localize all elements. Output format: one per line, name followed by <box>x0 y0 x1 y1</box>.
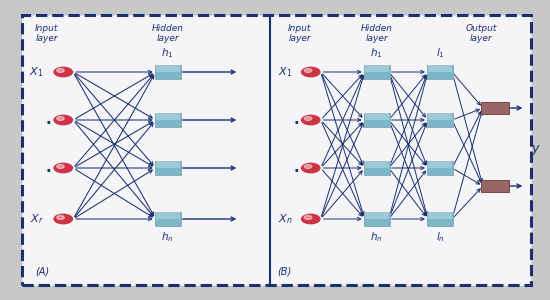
Circle shape <box>301 214 321 224</box>
FancyBboxPatch shape <box>481 101 509 115</box>
FancyBboxPatch shape <box>364 65 390 79</box>
FancyBboxPatch shape <box>428 113 452 120</box>
Circle shape <box>57 164 64 169</box>
Text: Input
layer: Input layer <box>288 24 311 44</box>
FancyBboxPatch shape <box>365 161 389 168</box>
Circle shape <box>301 67 321 77</box>
Text: (A): (A) <box>36 266 50 276</box>
Text: (B): (B) <box>278 266 292 276</box>
FancyBboxPatch shape <box>364 161 390 175</box>
Text: $l_n$: $l_n$ <box>436 230 444 244</box>
FancyBboxPatch shape <box>155 161 181 175</box>
Text: $l_1$: $l_1$ <box>436 46 444 60</box>
FancyBboxPatch shape <box>365 113 389 120</box>
Text: $h_n$: $h_n$ <box>161 230 174 244</box>
FancyBboxPatch shape <box>155 212 181 226</box>
FancyBboxPatch shape <box>428 212 452 219</box>
FancyBboxPatch shape <box>156 65 180 72</box>
FancyBboxPatch shape <box>156 161 180 168</box>
Text: $y$: $y$ <box>531 143 541 157</box>
Circle shape <box>301 115 321 125</box>
Text: Hidden
layer: Hidden layer <box>361 24 393 44</box>
FancyBboxPatch shape <box>156 113 180 120</box>
Text: Hidden
layer: Hidden layer <box>152 24 184 44</box>
FancyBboxPatch shape <box>428 65 452 72</box>
Text: $h_1$: $h_1$ <box>162 46 174 60</box>
FancyBboxPatch shape <box>427 65 453 79</box>
Circle shape <box>304 164 312 169</box>
Circle shape <box>53 115 73 125</box>
Text: $X_1$: $X_1$ <box>278 65 293 79</box>
Text: $X_r$: $X_r$ <box>30 212 43 226</box>
Circle shape <box>53 163 73 173</box>
FancyBboxPatch shape <box>364 113 390 127</box>
Text: $X_1$: $X_1$ <box>29 65 43 79</box>
Circle shape <box>57 215 64 220</box>
Text: Output
layer: Output layer <box>465 24 497 44</box>
Circle shape <box>53 214 73 224</box>
Text: Input
layer: Input layer <box>35 24 58 44</box>
Circle shape <box>301 163 321 173</box>
Text: $X_n$: $X_n$ <box>278 212 293 226</box>
FancyBboxPatch shape <box>428 161 452 168</box>
Text: .: . <box>45 160 51 175</box>
Text: .: . <box>294 160 299 175</box>
FancyBboxPatch shape <box>481 179 509 193</box>
Text: .: . <box>45 112 51 128</box>
Circle shape <box>57 68 64 73</box>
FancyBboxPatch shape <box>365 212 389 219</box>
Circle shape <box>53 67 73 77</box>
Circle shape <box>57 116 64 121</box>
Text: .: . <box>294 112 299 128</box>
FancyBboxPatch shape <box>155 113 181 127</box>
FancyBboxPatch shape <box>427 113 453 127</box>
FancyBboxPatch shape <box>156 212 180 219</box>
FancyBboxPatch shape <box>22 15 531 285</box>
FancyBboxPatch shape <box>365 65 389 72</box>
FancyBboxPatch shape <box>364 212 390 226</box>
FancyBboxPatch shape <box>155 65 181 79</box>
FancyBboxPatch shape <box>427 161 453 175</box>
Text: $h_n$: $h_n$ <box>370 230 383 244</box>
Circle shape <box>304 215 312 220</box>
Circle shape <box>304 68 312 73</box>
Circle shape <box>304 116 312 121</box>
Text: $h_1$: $h_1$ <box>371 46 383 60</box>
FancyBboxPatch shape <box>427 212 453 226</box>
